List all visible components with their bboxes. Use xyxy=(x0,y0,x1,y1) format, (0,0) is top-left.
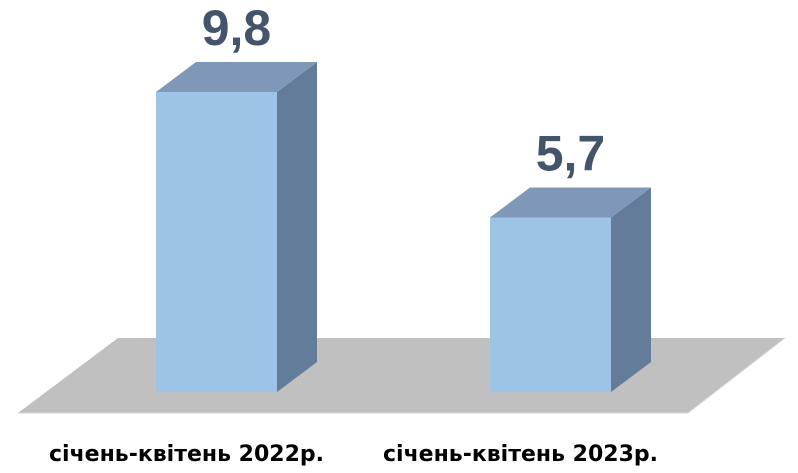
bar xyxy=(156,62,317,392)
floor xyxy=(18,338,785,413)
bar-front xyxy=(490,217,611,392)
bar xyxy=(490,187,651,392)
bar-front xyxy=(156,92,277,392)
value-label: 5,7 xyxy=(536,126,606,182)
x-tick-label: січень-квітень 2023р. xyxy=(383,442,658,467)
bar-side xyxy=(611,187,651,392)
floor-edge xyxy=(687,337,786,414)
x-tick-label: січень-квітень 2022р. xyxy=(49,442,324,467)
bar-side xyxy=(277,62,317,392)
bar-top xyxy=(490,187,651,218)
value-label: 9,8 xyxy=(202,0,272,56)
bar-top xyxy=(156,62,317,92)
